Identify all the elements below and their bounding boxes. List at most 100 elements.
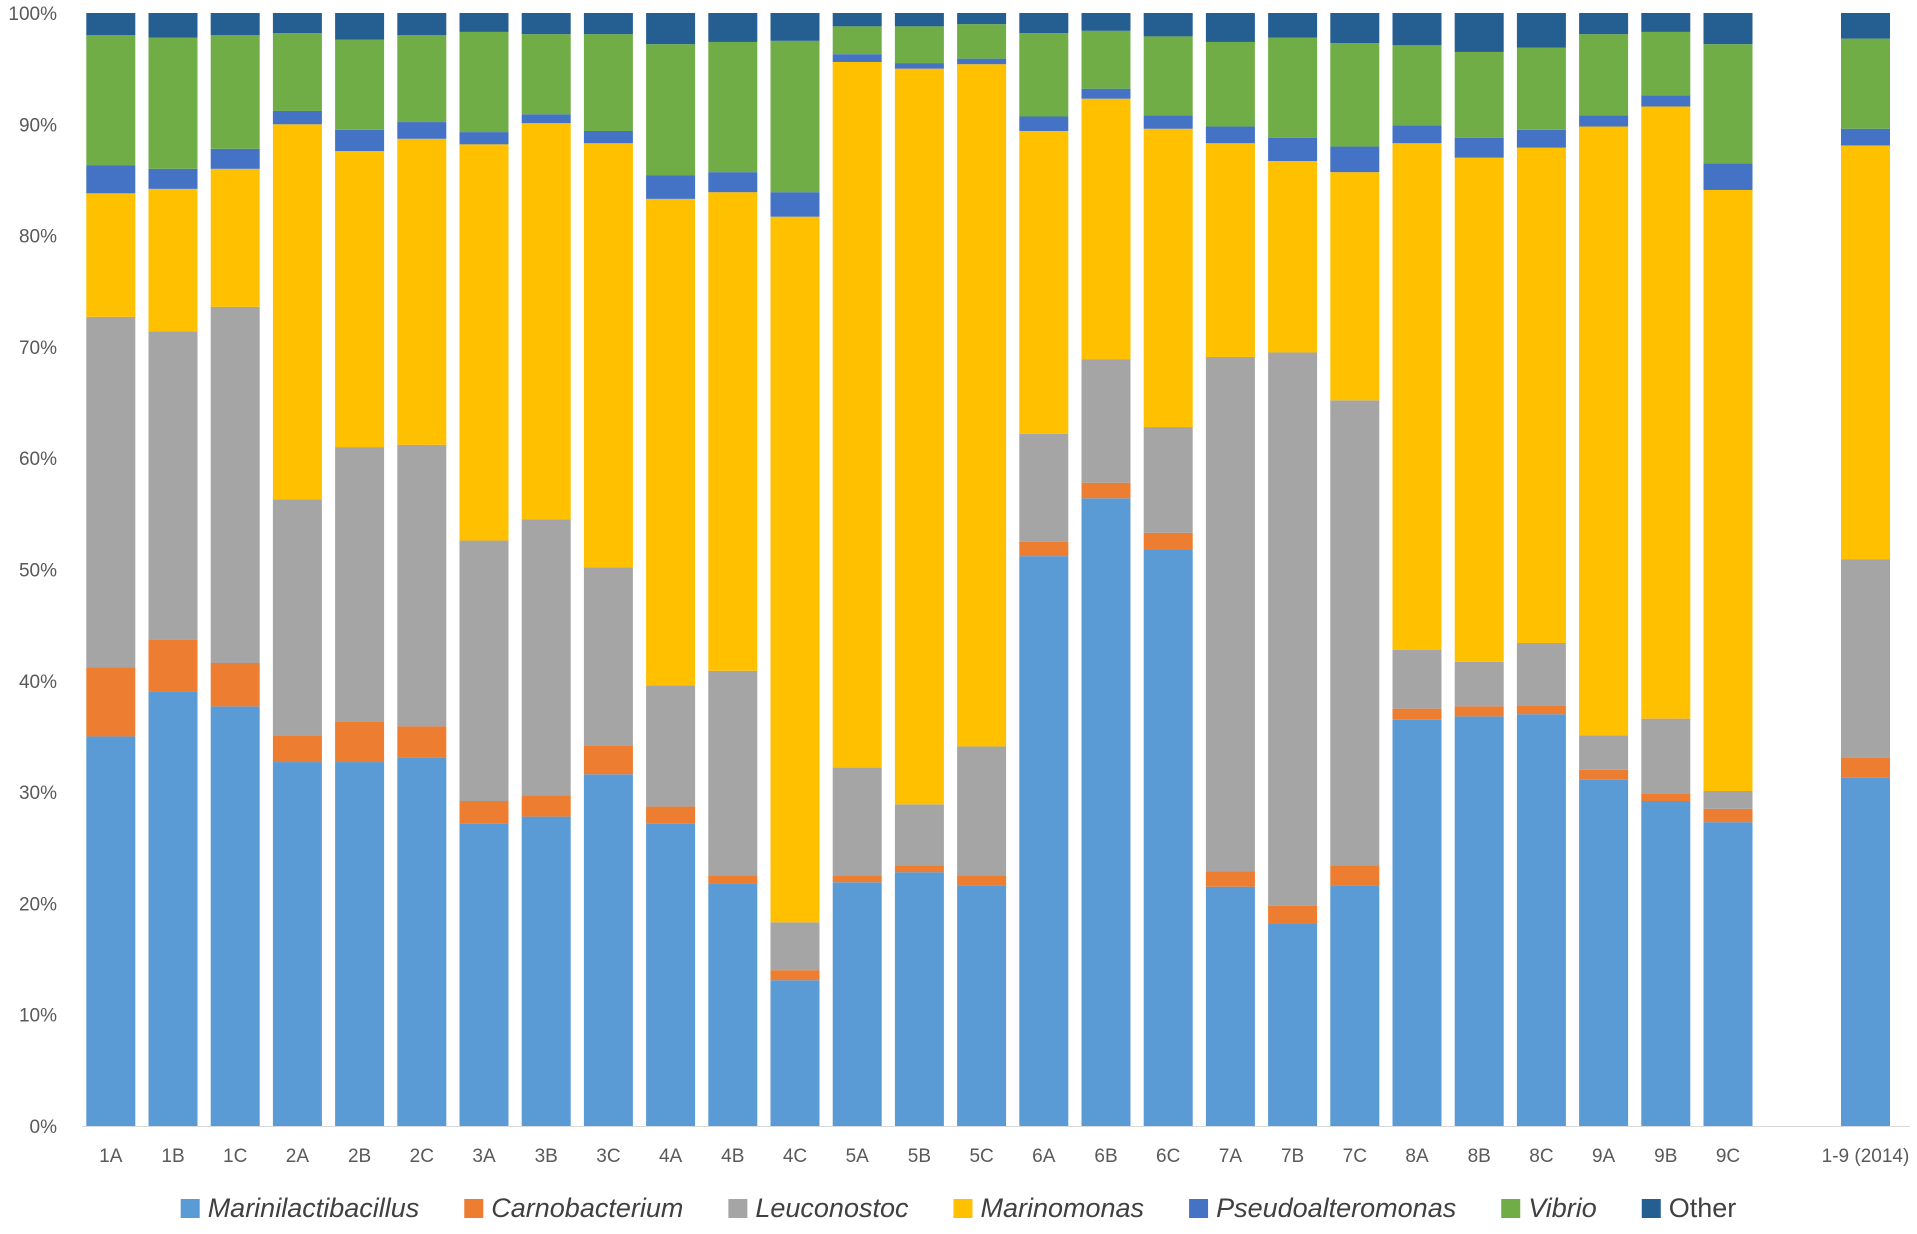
bar-segment-3a-carnobacterium xyxy=(459,801,509,824)
bar-segment-1b-marinomonas xyxy=(148,188,198,332)
bar-segment-2b-marinomonas xyxy=(335,151,385,448)
bar-segment-6b-marinilactibacillus xyxy=(1081,498,1131,1126)
legend-swatch-carnobacterium xyxy=(464,1199,484,1218)
bar-segment-9b-carnobacterium xyxy=(1641,793,1691,801)
bar-segment-8b-pseudoalteromonas xyxy=(1454,137,1504,158)
bar-segment-3a-marinilactibacillus xyxy=(459,823,509,1126)
x-tick-label: 6A xyxy=(1032,1146,1056,1167)
bar-segment-4b-leuconostoc xyxy=(708,670,758,876)
bar-segment-8a-leuconostoc xyxy=(1392,649,1442,709)
bar-segment-1a-marinilactibacillus xyxy=(86,736,136,1126)
bar-segment-5a-other xyxy=(832,13,882,27)
x-tick-label: 2C xyxy=(410,1146,434,1167)
bar-segment-1-9-2014-vibrio xyxy=(1841,38,1890,129)
legend-swatch-marinomonas xyxy=(953,1199,973,1218)
legend-swatch-leuconostoc xyxy=(728,1199,748,1218)
legend-swatch-vibrio xyxy=(1501,1199,1521,1218)
bar-segment-9c-vibrio xyxy=(1703,44,1753,164)
bar-segment-3b-pseudoalteromonas xyxy=(521,114,571,124)
bar-segment-8a-marinilactibacillus xyxy=(1392,719,1442,1126)
legend-label-other: Other xyxy=(1669,1193,1737,1223)
bar-segment-8c-leuconostoc xyxy=(1516,642,1566,706)
bar-segment-6a-leuconostoc xyxy=(1019,433,1069,542)
bar-segment-4c-carnobacterium xyxy=(770,970,820,981)
bar-segment-4a-leuconostoc xyxy=(646,685,696,807)
bar-segment-2a-other xyxy=(272,13,322,34)
bar-segment-2a-leuconostoc xyxy=(272,499,322,736)
bar-segment-6c-marinomonas xyxy=(1143,128,1193,428)
bar-segment-8c-carnobacterium xyxy=(1516,705,1566,715)
bar-segment-2c-marinomonas xyxy=(397,138,447,445)
bar-segment-9b-marinomonas xyxy=(1641,106,1691,719)
bar-segment-5a-pseudoalteromonas xyxy=(832,54,882,62)
bar-segment-7b-other xyxy=(1268,13,1318,38)
bar-segment-2b-marinilactibacillus xyxy=(335,762,385,1126)
bar-segment-2c-marinilactibacillus xyxy=(397,757,447,1126)
bar-segment-5b-leuconostoc xyxy=(894,804,944,866)
bar-segment-1b-other xyxy=(148,13,198,38)
legend-swatch-other xyxy=(1641,1199,1661,1218)
x-tick-label: 9C xyxy=(1716,1146,1740,1167)
y-tick-label: 20% xyxy=(19,894,57,915)
x-tick-label: 7A xyxy=(1219,1146,1243,1167)
bar-segment-8c-other xyxy=(1516,13,1566,48)
bar-segment-8c-marinomonas xyxy=(1516,147,1566,643)
bar-segment-1a-pseudoalteromonas xyxy=(86,165,136,194)
x-tick-label: 5C xyxy=(969,1146,993,1167)
bar-segment-6b-vibrio xyxy=(1081,30,1131,89)
bar-segment-6c-carnobacterium xyxy=(1143,532,1193,550)
bar-segment-8a-pseudoalteromonas xyxy=(1392,125,1442,144)
bar-segment-2c-carnobacterium xyxy=(397,726,447,758)
bar-segment-3a-marinomonas xyxy=(459,144,509,541)
bar-segment-6c-leuconostoc xyxy=(1143,427,1193,533)
bar-segment-3b-leuconostoc xyxy=(521,519,571,796)
legend-label-vibrio: Vibrio xyxy=(1528,1193,1597,1223)
bar-segment-4b-pseudoalteromonas xyxy=(708,172,758,193)
x-tick-label: 3B xyxy=(535,1146,558,1167)
x-tick-label: 5A xyxy=(846,1146,870,1167)
bar-segment-9a-marinilactibacillus xyxy=(1579,779,1629,1126)
bar-segment-7a-pseudoalteromonas xyxy=(1205,126,1255,144)
bar-segment-1a-carnobacterium xyxy=(86,667,136,737)
bar-segment-5c-carnobacterium xyxy=(957,875,1007,886)
bar-segment-1c-other xyxy=(210,13,260,36)
bar-segment-1b-marinilactibacillus xyxy=(148,691,198,1126)
legend-item-other: Other xyxy=(1641,1193,1737,1223)
bar-segment-9c-leuconostoc xyxy=(1703,790,1753,809)
bar-segment-3b-vibrio xyxy=(521,34,571,115)
bar-segment-3b-marinilactibacillus xyxy=(521,816,571,1126)
legend-label-pseudoalteromonas: Pseudoalteromonas xyxy=(1216,1193,1456,1223)
x-tick-label: 6B xyxy=(1094,1146,1117,1167)
bar-segment-1a-marinomonas xyxy=(86,193,136,317)
bar-segment-9a-leuconostoc xyxy=(1579,735,1629,770)
bar-segment-4c-marinomonas xyxy=(770,216,820,923)
y-tick-label: 90% xyxy=(19,115,57,136)
x-tick-label: 9A xyxy=(1592,1146,1616,1167)
x-tick-label: 8C xyxy=(1529,1146,1553,1167)
bar-segment-9c-carnobacterium xyxy=(1703,808,1753,823)
bar-segment-5b-vibrio xyxy=(894,26,944,64)
bar-segment-6c-other xyxy=(1143,13,1193,37)
bar-segment-1a-vibrio xyxy=(86,35,136,166)
bar-segment-9c-other xyxy=(1703,13,1753,45)
bar-segment-8b-vibrio xyxy=(1454,51,1504,138)
bar-segment-4c-leuconostoc xyxy=(770,922,820,971)
bar-segment-4c-other xyxy=(770,13,820,41)
bar-segment-8a-marinomonas xyxy=(1392,143,1442,650)
y-tick-label: 70% xyxy=(19,338,57,359)
y-tick-label: 30% xyxy=(19,783,57,804)
x-tick-label: 8B xyxy=(1468,1146,1491,1167)
bar-segment-4a-other xyxy=(646,13,696,45)
bar-segment-7b-vibrio xyxy=(1268,37,1318,138)
legend-swatch-marinilactibacillus xyxy=(180,1199,200,1218)
legend-item-marinomonas: Marinomonas xyxy=(953,1193,1144,1223)
x-tick-label: 2A xyxy=(286,1146,310,1167)
bar-segment-8b-leuconostoc xyxy=(1454,661,1504,707)
legend-swatch-pseudoalteromonas xyxy=(1189,1199,1209,1218)
x-tick-label: 1B xyxy=(161,1146,184,1167)
bar-segment-5a-leuconostoc xyxy=(832,767,882,876)
bar-segment-7a-marinilactibacillus xyxy=(1205,886,1255,1126)
bar-segment-7a-leuconostoc xyxy=(1205,356,1255,872)
axis-layer: 1A 1B 1C 2A 2B 2C 3A 3B 3C 4A 4B 4C 5A 5B 5C 6A 6B 6C 7A 7B… xyxy=(8,4,1910,1167)
